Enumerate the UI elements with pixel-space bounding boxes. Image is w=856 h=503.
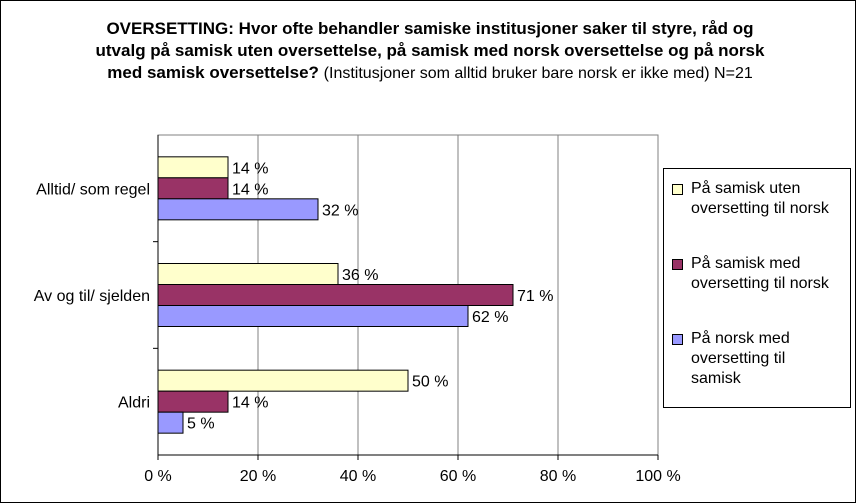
bar bbox=[157, 263, 339, 285]
legend-swatch bbox=[672, 259, 683, 270]
category-label: Aldri bbox=[118, 395, 150, 412]
x-tick-label: 60 % bbox=[440, 468, 476, 485]
bar bbox=[157, 390, 229, 413]
x-tick-label: 100 % bbox=[635, 468, 680, 485]
chart-title-note: (Institusjoner som alltid bruker bare no… bbox=[323, 65, 753, 82]
legend: På samisk uten oversetting til norsk På sa… bbox=[663, 168, 851, 408]
legend-swatch bbox=[672, 334, 683, 345]
data-label: 32 % bbox=[322, 202, 358, 219]
legend-label: På samisk uten oversetting til norsk bbox=[691, 180, 829, 217]
x-tick-label: 80 % bbox=[540, 468, 576, 485]
category-label: Alltid/ som regel bbox=[36, 181, 150, 198]
bar bbox=[157, 284, 514, 306]
data-label: 14 % bbox=[232, 395, 268, 412]
bar-group bbox=[157, 156, 514, 434]
bar bbox=[157, 411, 184, 434]
x-tick-label: 40 % bbox=[340, 468, 376, 485]
legend-swatch bbox=[672, 184, 683, 195]
chart-title: OVERSETTING: Hvor ofte behandler samiske… bbox=[80, 18, 780, 85]
category-label: Av og til/ sjelden bbox=[34, 288, 150, 305]
bar bbox=[157, 156, 229, 179]
chart-title-main: OVERSETTING: Hvor ofte behandler samiske… bbox=[95, 19, 765, 82]
data-label: 36 % bbox=[342, 267, 378, 284]
bar bbox=[157, 177, 229, 200]
data-label: 14 % bbox=[232, 160, 268, 177]
legend-label: På samisk med oversetting til norsk bbox=[691, 255, 829, 292]
data-label: 50 % bbox=[412, 374, 448, 391]
data-label: 14 % bbox=[232, 181, 268, 198]
legend-label: På norsk med oversetting til samisk bbox=[691, 330, 790, 387]
data-label: 62 % bbox=[472, 309, 508, 326]
x-tick-label: 0 % bbox=[144, 468, 172, 485]
data-labels: 14 % 14 % 32 % 36 % 71 % 62 % 50 % 14 % 5 % bbox=[187, 160, 553, 432]
bar bbox=[157, 198, 319, 221]
x-tick-label: 20 % bbox=[240, 468, 276, 485]
bar bbox=[157, 305, 469, 327]
data-label: 71 % bbox=[517, 288, 553, 305]
data-label: 5 % bbox=[187, 416, 215, 433]
bar bbox=[157, 369, 409, 392]
axes: 0 % 20 % 40 % 60 % 80 % 100 % Alltid/ som rege… bbox=[34, 135, 681, 485]
